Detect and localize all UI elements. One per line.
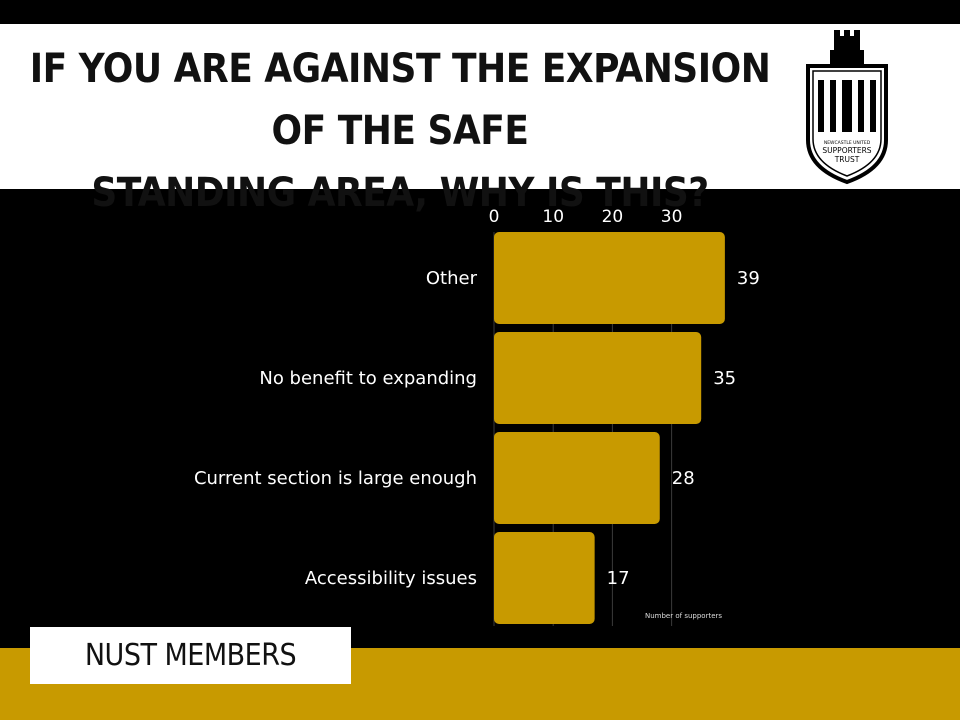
x-axis-label: Number of supporters	[645, 612, 723, 620]
bar	[494, 432, 660, 524]
category-label: Other	[426, 268, 478, 289]
page-title: IF YOU ARE AGAINST THE EXPANSION OF THE …	[0, 38, 800, 224]
logo-line-1: NEWCASTLE UNITED	[824, 140, 871, 146]
x-tick-label: 0	[489, 207, 500, 227]
category-label: Accessibility issues	[305, 568, 477, 589]
title-line-2: STANDING AREA, WHY IS THIS?	[91, 170, 709, 216]
bar	[494, 232, 725, 324]
members-label: NUST MEMBERS	[30, 627, 351, 684]
logo-line-2: SUPPORTERS	[822, 146, 871, 155]
x-tick-label: 30	[661, 207, 683, 227]
value-label: 35	[713, 368, 736, 389]
bar	[494, 332, 702, 424]
title-line-1: IF YOU ARE AGAINST THE EXPANSION OF THE …	[29, 46, 771, 154]
category-label: No benefit to expanding	[259, 368, 477, 389]
title-band	[0, 24, 960, 189]
supporters-trust-logo: NEWCASTLE UNITED SUPPORTERS TRUST	[806, 30, 888, 185]
bar	[494, 532, 595, 624]
value-label: 39	[737, 268, 760, 289]
category-label: Current section is large enough	[194, 468, 477, 489]
castle-shield-icon	[806, 30, 888, 185]
value-label: 28	[672, 468, 695, 489]
x-tick-label: 20	[602, 207, 624, 227]
value-label: 17	[607, 568, 630, 589]
x-tick-label: 10	[542, 207, 564, 227]
logo-line-3: TRUST	[834, 155, 860, 164]
